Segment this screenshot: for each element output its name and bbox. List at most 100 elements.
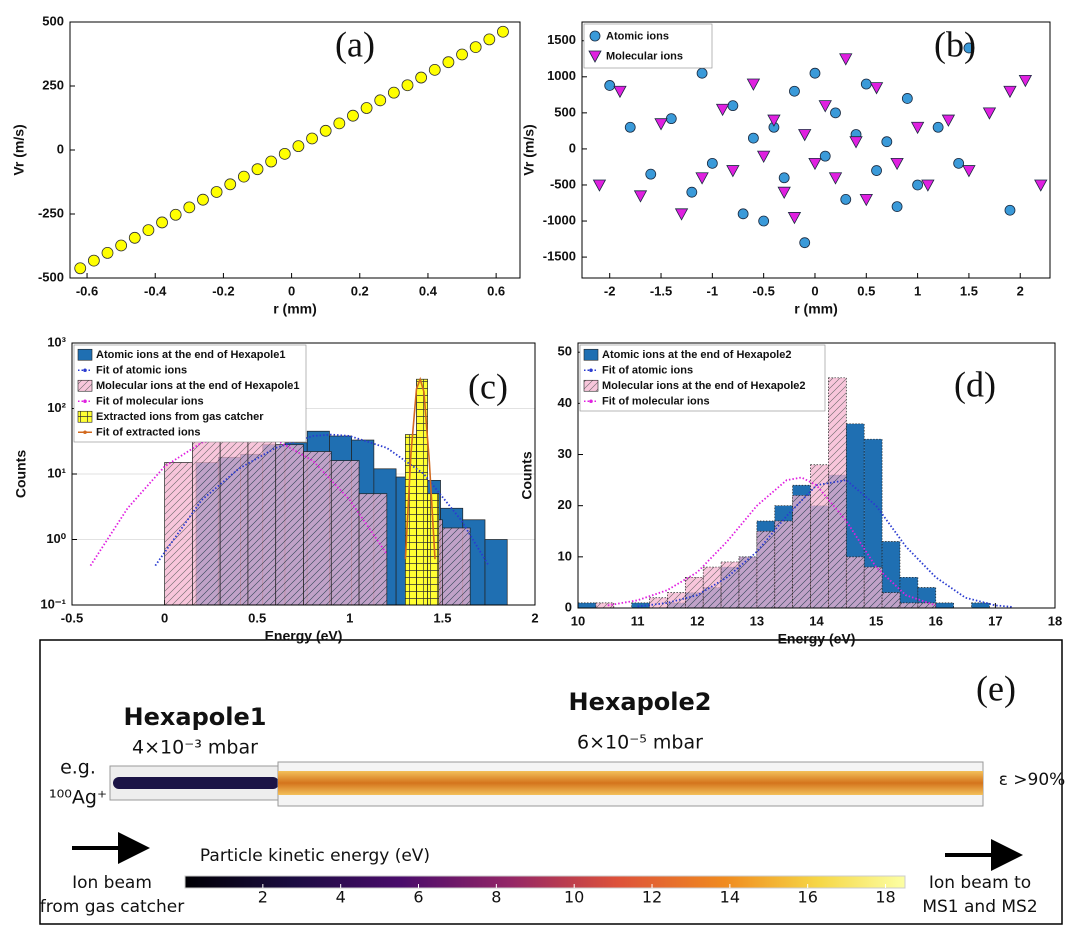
scatter-point (237, 170, 250, 183)
x-tick-label: 12 (690, 613, 704, 628)
colorbar-tick-label: 10 (564, 888, 584, 907)
data-layer (89, 376, 508, 605)
fit-line (154, 433, 490, 567)
legend-dot (589, 368, 593, 373)
scatter-point (265, 155, 278, 168)
y-tick-label: 0 (565, 599, 572, 614)
scatter-point (787, 212, 802, 225)
legend-label: Molecular ions at the end of Hexapole2 (602, 380, 806, 392)
legend-label: Extracted ions from gas catcher (96, 411, 264, 423)
scatter-point (890, 157, 904, 171)
x-tick-label: -0.6 (76, 283, 98, 298)
scatter-point (849, 136, 863, 149)
histogram-bar (863, 566, 883, 608)
legend-label: Molecular ions at the end of Hexapole1 (96, 380, 300, 392)
legend-box (73, 344, 307, 443)
histogram-bar (863, 438, 883, 608)
scatter-point (592, 179, 607, 192)
y-tick-label: -1500 (543, 249, 576, 264)
scatter-point (777, 186, 791, 200)
scatter-point (197, 193, 209, 206)
scatter-point (715, 103, 730, 117)
scatter-point (101, 247, 114, 259)
scatter-point (767, 114, 781, 127)
scatter-point (819, 150, 831, 162)
x-tick-label: 10 (571, 613, 585, 628)
x-axis-label: r (mm) (273, 301, 317, 317)
scatter-point (645, 168, 657, 180)
diagram-panel: (e) Hexapole1 4×10⁻³ mbar Hexapole2 6×10… (39, 639, 1065, 925)
scatter-point (1003, 85, 1017, 99)
x-tick-label: 18 (1048, 613, 1062, 628)
scatter-point (789, 85, 800, 97)
source-line: from gas catcher (40, 897, 184, 917)
x-tick-label: 0 (161, 610, 168, 625)
source-line: Ion beam (72, 873, 152, 893)
fit-line (404, 376, 436, 560)
scatter-point (901, 93, 913, 104)
fit-line (607, 476, 937, 607)
histogram-bar (303, 451, 332, 605)
histogram-bar (774, 520, 794, 608)
histogram-bar (192, 430, 221, 605)
scatter-point (210, 186, 223, 198)
chart: -500 -250 0 250 500 -0.6 -0.4 -0.2 0 0.2 0.4 0.6 r (… (11, 13, 521, 317)
hexapole1-beam (113, 777, 279, 789)
scatter-point (758, 215, 770, 227)
legend-label: Fit of atomic ions (602, 365, 693, 377)
y-tick-label: 250 (42, 77, 64, 92)
hexapole2-title: Hexapole2 (569, 688, 712, 716)
scatter-point (982, 107, 997, 120)
y-tick-label: 20 (558, 497, 572, 512)
target-line: MS1 and MS2 (922, 897, 1037, 917)
scatter-point (912, 179, 924, 191)
x-axis-label: Energy (eV) (265, 628, 343, 644)
x-tick-label: -0.5 (61, 610, 83, 625)
histogram-bar (427, 493, 440, 605)
x-tick-label: 15 (869, 613, 883, 628)
histogram-bar (330, 460, 360, 605)
scatter-point (497, 25, 509, 38)
scatter-point (360, 102, 373, 114)
legend-marker (588, 50, 602, 63)
legend-label: Fit of molecular ions (96, 396, 204, 408)
scatter-point (799, 237, 811, 249)
scatter-point (706, 157, 718, 169)
y-tick-label: -500 (38, 269, 64, 284)
colorbar-tick-label: 4 (336, 888, 346, 907)
x-tick-label: 2 (1017, 283, 1024, 298)
scatter-point (319, 124, 332, 137)
scatter-point (839, 53, 853, 66)
x-tick-label: 0.5 (248, 610, 266, 625)
scatter-point (306, 132, 318, 145)
axes-frame (581, 21, 1051, 279)
scatter-point (142, 224, 155, 237)
histogram-bar (631, 602, 650, 608)
legend-swatch (583, 379, 599, 392)
x-tick-label: -1 (707, 283, 719, 298)
y-tick-label: 0 (57, 141, 64, 156)
scatter-point (333, 117, 346, 130)
scatter-point (809, 67, 821, 79)
axes-frame (71, 342, 536, 606)
y-tick-label: 10¹ (47, 465, 66, 480)
fit-line (637, 479, 1014, 608)
hexapole2-beam (278, 771, 983, 795)
scatter-point (859, 193, 873, 207)
hexapole1-pressure: 4×10⁻³ mbar (132, 737, 258, 759)
y-tick-label: 1500 (547, 32, 576, 47)
y-axis-label: Counts (13, 450, 29, 498)
example-label: e.g. (60, 757, 96, 779)
scatter-point (169, 208, 182, 221)
scatter-point (347, 109, 359, 122)
scatter-point (727, 100, 739, 112)
y-tick-label: 50 (558, 344, 572, 359)
scatter-point (756, 150, 771, 163)
x-tick-label: -0.5 (752, 283, 774, 298)
y-tick-label: 500 (554, 104, 576, 119)
scatter-point (818, 100, 832, 113)
scatter-point (469, 41, 482, 53)
target-line: Ion beam to (929, 873, 1031, 893)
x-tick-label: 1 (346, 610, 353, 625)
